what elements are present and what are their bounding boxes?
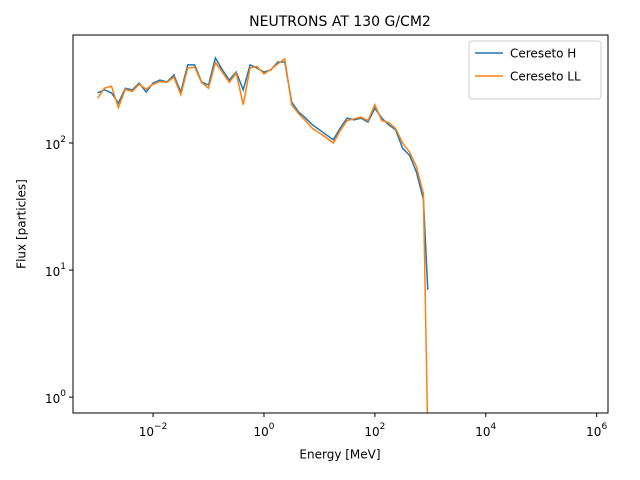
y-tick-label: 100 <box>45 389 66 406</box>
series-line <box>97 56 429 290</box>
axes-frame <box>72 34 609 414</box>
legend-box <box>468 40 602 100</box>
x-tick-label: 100 <box>253 422 274 439</box>
legend-label: Cereseto LL <box>510 70 581 84</box>
series-line <box>96 57 429 413</box>
y-axis-label: Flux [particles] <box>15 179 29 269</box>
x-tick-label: 106 <box>586 422 607 439</box>
x-tick-label: 104 <box>475 422 496 439</box>
plot-area <box>96 56 429 413</box>
y-tick-label: 101 <box>45 262 66 279</box>
chart-title: NEUTRONS AT 130 G/CM2 <box>249 14 431 30</box>
x-axis-label: Energy [MeV] <box>299 448 380 462</box>
x-tick-label: 10−2 <box>139 422 168 439</box>
legend-label: Cereseto H <box>510 47 576 61</box>
y-tick-label: 102 <box>45 135 66 152</box>
x-tick-label: 102 <box>364 422 385 439</box>
